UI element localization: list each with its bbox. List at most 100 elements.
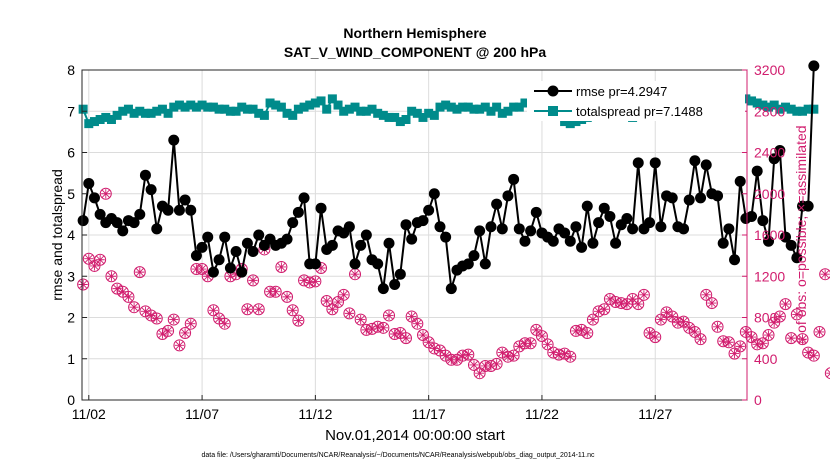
obs-assimilated-star	[537, 331, 547, 341]
obs-assimilated-star	[316, 263, 326, 273]
obs-marker	[535, 330, 548, 343]
totalspread-point	[747, 96, 757, 106]
rmse-point	[491, 198, 503, 210]
rmse-point	[349, 258, 361, 270]
rmse-point	[224, 262, 236, 274]
totalspread-point	[299, 102, 309, 112]
obs-assimilated-star	[526, 338, 536, 348]
obs-marker	[377, 321, 390, 334]
obs-possible-circle	[722, 336, 735, 349]
obs-possible-circle	[383, 309, 396, 322]
obs-marker	[354, 313, 367, 326]
obs-possible-circle	[813, 325, 826, 338]
totalspread-point	[769, 100, 779, 110]
obs-possible-circle	[705, 297, 718, 310]
obs-assimilated-star	[89, 261, 100, 271]
obs-assimilated-star	[707, 298, 717, 308]
totalspread-point	[254, 108, 264, 118]
obs-marker	[196, 263, 209, 276]
legend-rmse-label: rmse pr=4.2947	[576, 84, 667, 99]
obs-possible-circle	[598, 303, 611, 316]
x-tick-label: 11/02	[72, 406, 106, 422]
rmse-line	[82, 65, 815, 289]
obs-marker	[813, 325, 826, 338]
obs-assimilated-star	[299, 275, 309, 285]
series-obs	[77, 187, 830, 380]
obs-assimilated-star	[163, 326, 173, 336]
legend-spread-marker	[548, 106, 558, 116]
obs-possible-circle	[541, 338, 554, 351]
totalspread-point	[361, 106, 371, 116]
totalspread-point	[565, 119, 575, 129]
rmse-point	[791, 252, 803, 264]
rmse-point	[434, 221, 446, 233]
obs-possible-circle	[796, 333, 809, 346]
obs-possible-circle	[819, 268, 830, 281]
obs-assimilated-star	[622, 299, 632, 309]
rmse-point	[281, 233, 293, 245]
rmse-point	[202, 231, 214, 243]
obs-marker	[343, 307, 356, 320]
totalspread-point	[293, 104, 303, 114]
obs-assimilated-star	[724, 337, 734, 347]
obs-marker	[688, 325, 701, 338]
rmse-point	[406, 233, 418, 245]
obs-assimilated-star	[763, 330, 774, 340]
obs-assimilated-star	[775, 311, 785, 322]
obs-assimilated-star	[123, 292, 134, 302]
rmse-point	[77, 215, 89, 227]
totalspread-point	[84, 119, 94, 129]
totalspread-point	[242, 104, 252, 114]
obs-assimilated-star	[344, 308, 354, 318]
obs-possible-circle	[524, 337, 537, 350]
totalspread-point	[407, 106, 417, 116]
totalspread-point	[480, 102, 490, 112]
obs-assimilated-star	[780, 299, 791, 309]
totalspread-point	[475, 104, 485, 114]
obs-assimilated-star	[225, 271, 236, 281]
obs-marker	[162, 324, 175, 337]
rmse-point	[695, 192, 707, 204]
x-tick-label: 11/22	[525, 406, 559, 422]
rmse-point	[621, 213, 633, 224]
rmse-point	[734, 175, 746, 187]
obs-possible-circle	[354, 313, 367, 326]
obs-assimilated-star	[214, 313, 224, 324]
obs-possible-circle	[400, 332, 413, 345]
totalspread-point	[752, 98, 762, 108]
obs-possible-circle	[218, 317, 231, 330]
rmse-point	[802, 200, 814, 212]
rmse-point	[570, 221, 582, 233]
legend-rmse-marker	[547, 85, 559, 97]
obs-possible-circle	[632, 298, 645, 311]
obs-possible-circle	[167, 313, 180, 326]
obs-assimilated-star	[639, 290, 649, 300]
totalspread-point	[798, 106, 808, 116]
obs-marker	[207, 304, 220, 317]
obs-assimilated-star	[814, 327, 825, 337]
obs-assimilated-star	[378, 323, 388, 333]
obs-assimilated-star	[197, 264, 207, 274]
obs-assimilated-star	[599, 304, 609, 314]
obs-assimilated-star	[157, 329, 168, 339]
rmse-point	[139, 169, 151, 181]
totalspread-point	[412, 108, 422, 118]
obs-assimilated-star	[118, 287, 128, 297]
totalspread-point	[401, 115, 411, 124]
totalspread-point	[231, 106, 241, 116]
totalspread-point	[781, 102, 791, 112]
totalspread-point	[497, 108, 507, 118]
obs-assimilated-star	[531, 325, 541, 335]
obs-assimilated-star	[101, 189, 111, 199]
y-left-tick-label: 0	[67, 392, 75, 408]
totalspread-point	[333, 100, 343, 110]
totalspread-point	[514, 102, 524, 112]
obs-assimilated-star	[395, 328, 405, 338]
totalspread-point	[95, 115, 105, 124]
totalspread-point	[741, 94, 751, 104]
totalspread-point	[316, 96, 326, 106]
totalspread-point	[106, 115, 116, 124]
obs-marker	[411, 317, 424, 330]
obs-possible-circle	[128, 301, 141, 314]
totalspread-point	[758, 100, 768, 110]
